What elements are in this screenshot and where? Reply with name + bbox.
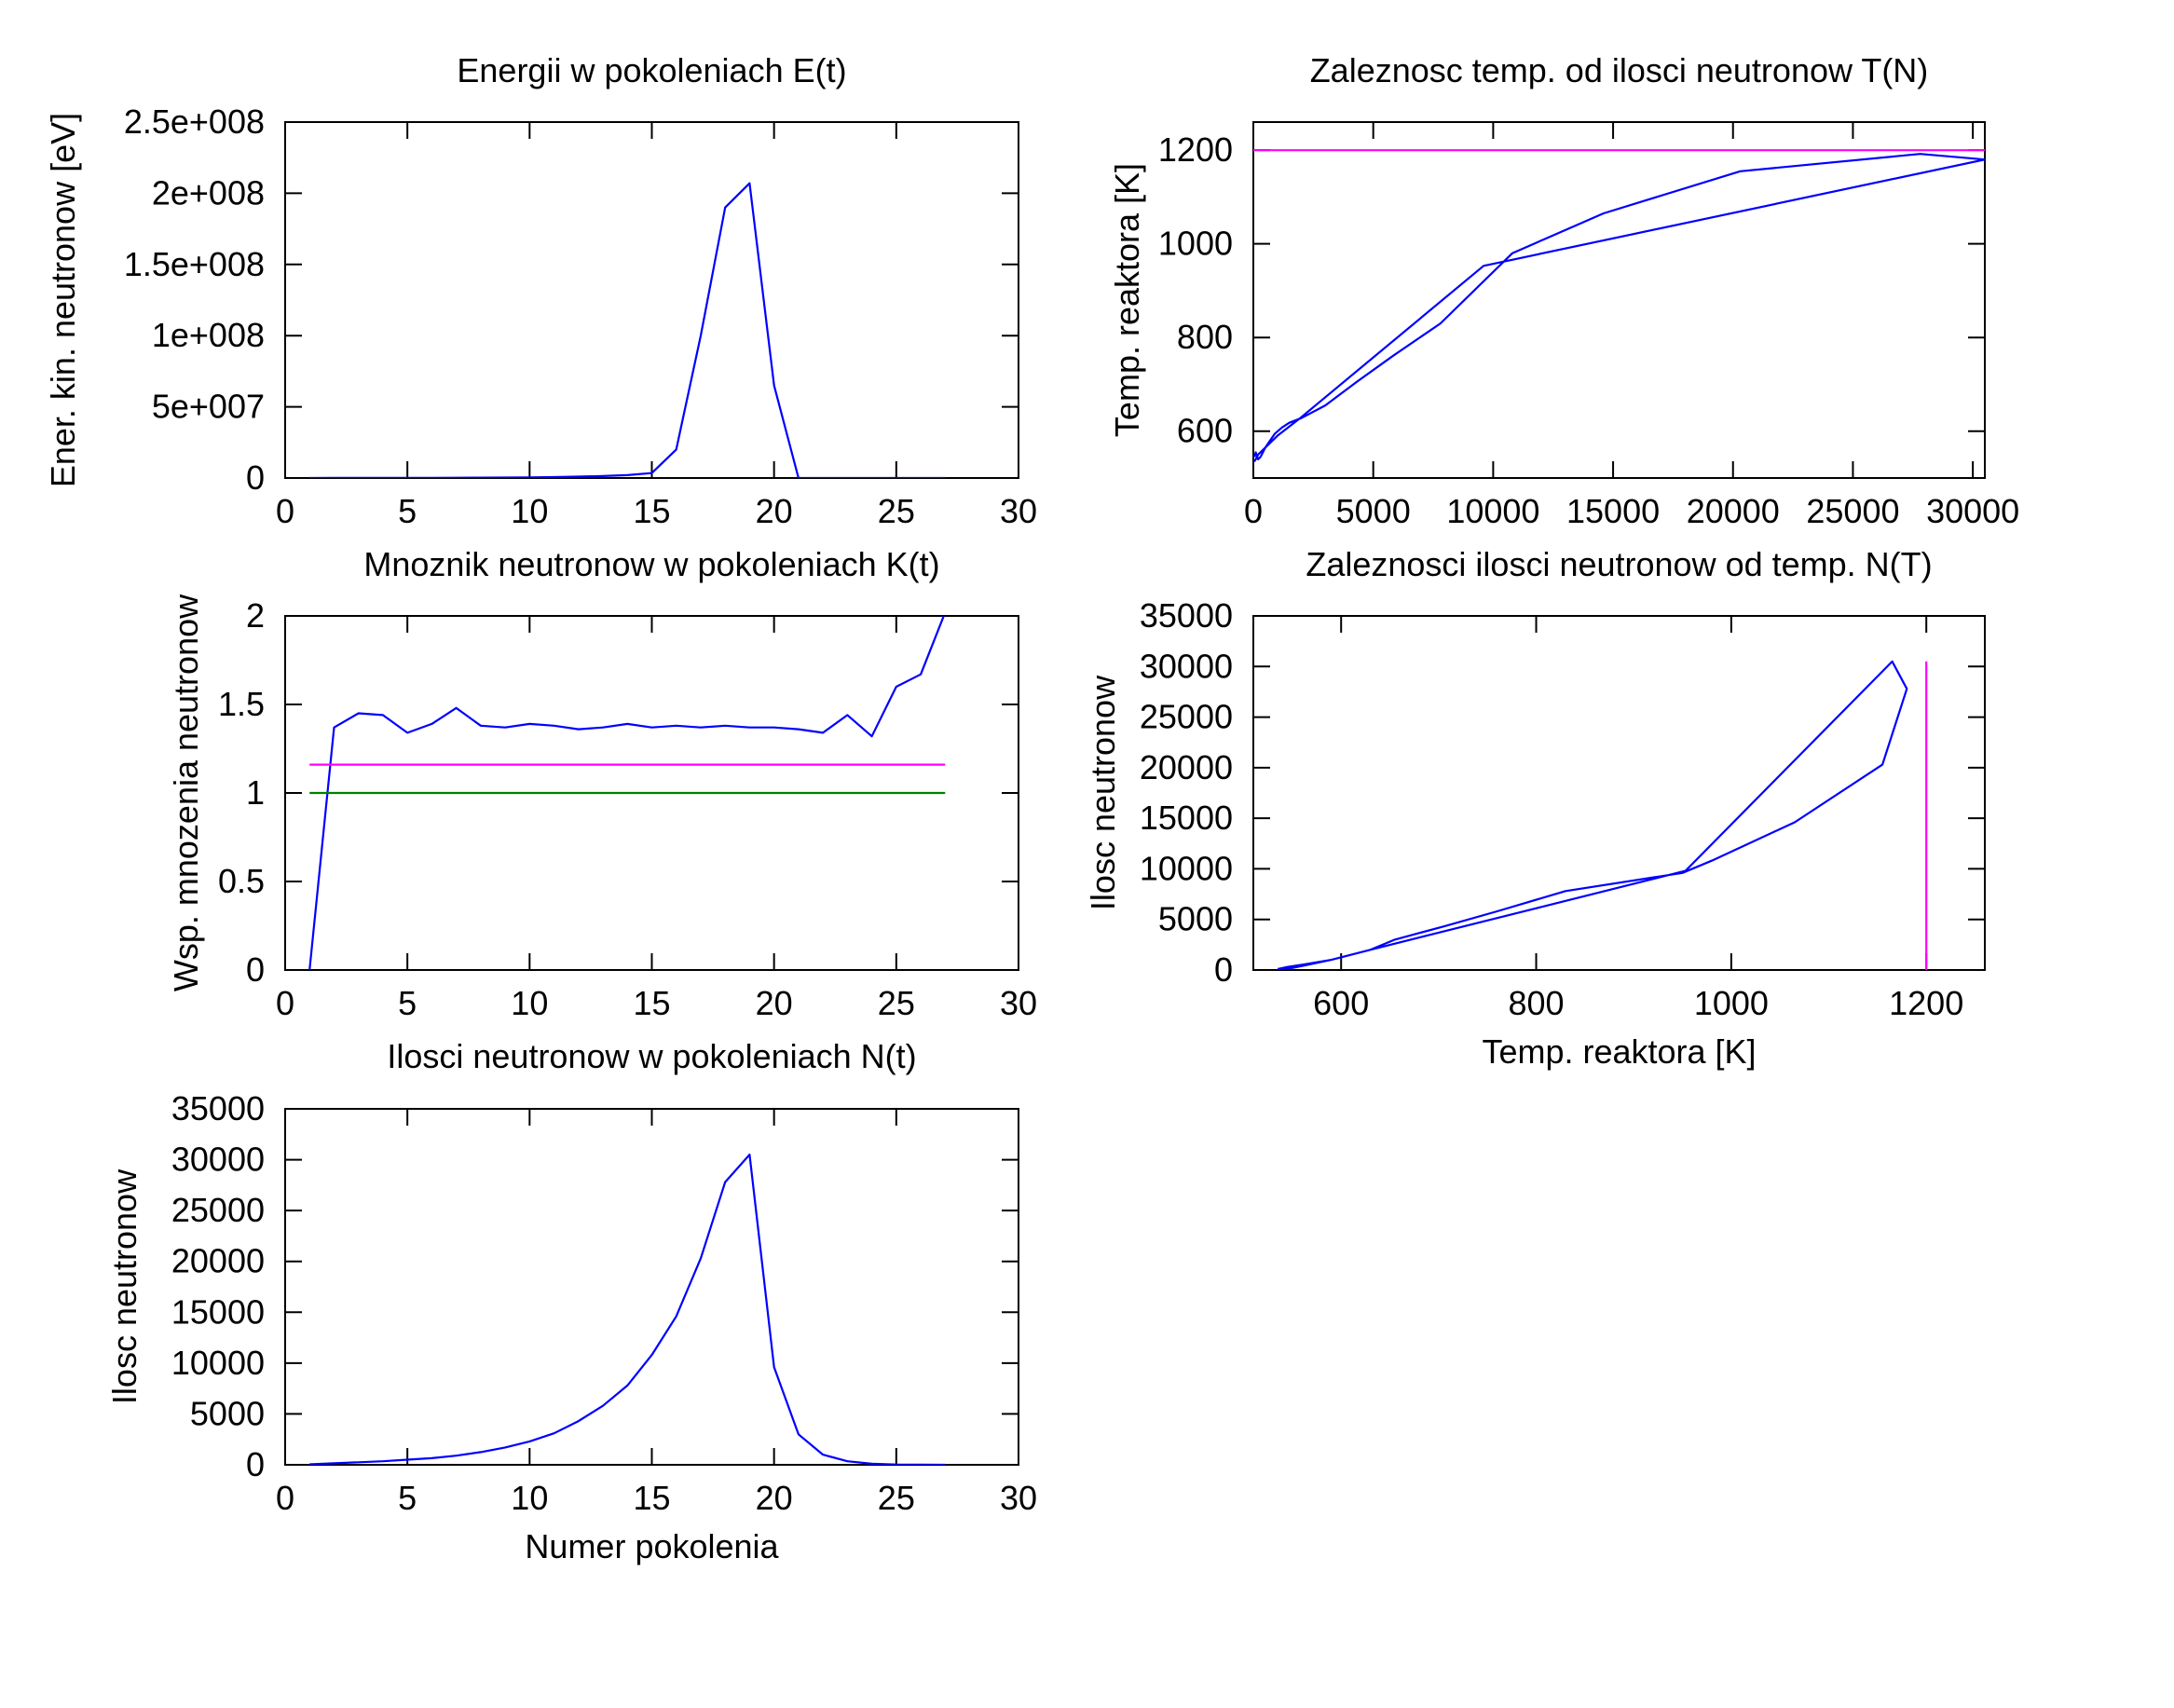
x-tick-label: 0 [276, 492, 294, 530]
series-line-0 [309, 182, 946, 478]
chart-3: 600 800 1000 1200 0 5000 10000 15000 20000 25000 3… [1084, 545, 1986, 1071]
chart-0: 0 5 10 15 20 25 30 0 5e+007 1e+008 1.5e+008 2e+008 2… [44, 51, 1037, 530]
y-tick-label: 1200 [1158, 130, 1233, 169]
x-tick-label: 1000 [1694, 984, 1769, 1022]
chart-4: 0 5 10 15 20 25 30 0 5000 10000 15000 20000 25000 300… [105, 1037, 1037, 1565]
plot-frame [284, 121, 1019, 479]
y-tick-label: 15000 [171, 1292, 265, 1331]
x-tick-label: 1200 [1889, 984, 1963, 1022]
x-tick-label: 5 [398, 984, 417, 1022]
x-tick-label: 15 [633, 984, 670, 1022]
y-tick-label: 25000 [171, 1191, 265, 1229]
y-tick-label: 25000 [1140, 698, 1233, 736]
x-tick-label: 25000 [1806, 492, 1899, 530]
y-tick-label: 5e+007 [152, 388, 265, 426]
y-tick-label: 10000 [171, 1344, 265, 1382]
x-tick-label: 30 [1000, 1479, 1037, 1517]
x-tick-label: 5 [398, 1479, 417, 1517]
x-tick-label: 5000 [1336, 492, 1411, 530]
x-tick-label: 20 [756, 984, 793, 1022]
y-tick-label: 2e+008 [152, 173, 265, 212]
y-tick-label: 1.5 [218, 685, 265, 723]
plot-frame [1252, 121, 1986, 479]
y-tick-label: 0 [246, 1445, 265, 1483]
series-line-0 [1277, 660, 1908, 970]
y-tick-label: 20000 [171, 1242, 265, 1280]
x-tick-label: 25 [878, 492, 915, 530]
y-tick-label: 15000 [1140, 799, 1233, 837]
y-tick-label: 5000 [1158, 900, 1233, 938]
y-axis-label: Wsp. mnozenia neutronow [167, 594, 205, 991]
y-tick-label: 800 [1177, 318, 1233, 356]
chart-2: 0 5 10 15 20 25 30 0 0.5 1 1.5 2 Mnoznik neutronow w… [167, 545, 1037, 1022]
chart-title: Zaleznosc temp. od ilosci neutronow T(N) [1310, 51, 1929, 89]
y-tick-label: 600 [1177, 412, 1233, 450]
chart-1: 0 5000 10000 15000 20000 25000 30000 600 800 1000… [1108, 51, 2019, 530]
x-tick-label: 15 [633, 492, 670, 530]
chart-title: Zaleznosci ilosci neutronow od temp. N(T… [1306, 545, 1932, 583]
plot-frame [1252, 615, 1986, 971]
y-tick-label: 30000 [171, 1141, 265, 1179]
series-line-0 [309, 1153, 946, 1465]
y-tick-label: 5000 [190, 1394, 265, 1432]
y-tick-label: 30000 [1140, 647, 1233, 685]
x-tick-label: 25 [878, 1479, 915, 1517]
y-tick-label: 20000 [1140, 748, 1233, 786]
y-axis-label: Ilosc neutronow [105, 1168, 144, 1404]
y-tick-label: 2.5e+008 [124, 102, 265, 141]
series-line-0 [1253, 153, 1985, 462]
chart-title: Mnoznik neutronow w pokoleniach K(t) [363, 545, 939, 583]
x-tick-label: 10000 [1446, 492, 1539, 530]
x-tick-label: 25 [878, 984, 915, 1022]
x-tick-label: 0 [276, 1479, 294, 1517]
x-tick-label: 800 [1508, 984, 1564, 1022]
x-tick-label: 5 [398, 492, 417, 530]
x-tick-label: 20 [756, 492, 793, 530]
plot-frame [284, 1108, 1019, 1466]
x-tick-label: 20 [756, 1479, 793, 1517]
y-tick-label: 1 [246, 773, 265, 812]
x-axis-label: Temp. reaktora [K] [1482, 1032, 1756, 1071]
y-axis-label: Ilosc neutronow [1084, 675, 1122, 910]
x-tick-label: 10 [511, 492, 548, 530]
x-tick-label: 0 [1244, 492, 1263, 530]
x-tick-label: 0 [276, 984, 294, 1022]
series-line-0 [308, 616, 945, 970]
x-tick-label: 30 [1000, 984, 1037, 1022]
y-axis-label: Ener. kin. neutronow [eV] [44, 113, 82, 487]
x-axis-label: Numer pokolenia [525, 1527, 779, 1565]
chart-title: Ilosci neutronow w pokoleniach N(t) [387, 1037, 916, 1075]
x-tick-label: 20000 [1687, 492, 1780, 530]
y-tick-label: 10000 [1140, 849, 1233, 887]
x-tick-label: 600 [1313, 984, 1369, 1022]
x-tick-label: 30 [1000, 492, 1037, 530]
y-tick-label: 0 [1214, 950, 1233, 989]
chart-title: Energii w pokoleniach E(t) [457, 51, 846, 89]
y-tick-label: 2 [246, 596, 265, 635]
y-tick-label: 1000 [1158, 225, 1233, 263]
y-tick-label: 1e+008 [152, 316, 265, 354]
x-tick-label: 15000 [1566, 492, 1660, 530]
y-tick-label: 1.5e+008 [124, 245, 265, 283]
x-tick-label: 15 [633, 1479, 670, 1517]
y-tick-label: 0 [246, 458, 265, 497]
y-tick-label: 35000 [1140, 596, 1233, 635]
y-axis-label: Temp. reaktora [K] [1108, 163, 1146, 437]
x-tick-label: 10 [511, 1479, 548, 1517]
y-tick-label: 0.5 [218, 862, 265, 900]
x-tick-label: 10 [511, 984, 548, 1022]
y-tick-label: 35000 [171, 1089, 265, 1127]
y-tick-label: 0 [246, 950, 265, 989]
x-tick-label: 30000 [1926, 492, 2019, 530]
